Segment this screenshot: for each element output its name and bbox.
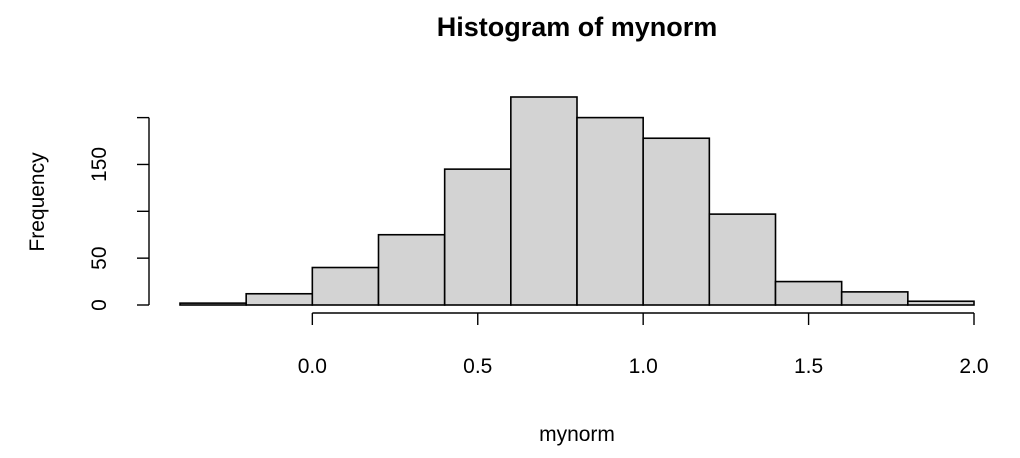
x-axis: 0.0 0.5 1.0 1.5 2.0 <box>298 312 989 378</box>
histogram-bar <box>443 168 512 306</box>
histogram-bar <box>907 300 975 306</box>
histogram-bar <box>774 280 843 306</box>
histogram-bar <box>642 137 711 306</box>
x-axis-label: mynorm <box>539 423 615 446</box>
x-tick-label: 0.5 <box>463 355 492 378</box>
chart-title: Histogram of mynorm <box>437 12 718 42</box>
y-tick-label: 0 <box>88 299 111 311</box>
histogram-bar <box>245 292 314 306</box>
x-tick-label: 1.5 <box>794 355 823 378</box>
histogram-bar <box>576 116 644 306</box>
x-tick-label: 1.0 <box>629 355 658 378</box>
histogram-bar <box>708 213 777 306</box>
y-tick-label: 50 <box>88 246 111 269</box>
x-tick-label: 2.0 <box>959 355 988 378</box>
histogram-bar <box>377 233 446 306</box>
histogram-bar <box>510 96 578 306</box>
histogram-bar <box>179 302 247 306</box>
y-axis-label: Frequency <box>26 152 49 252</box>
histogram-bar <box>840 291 909 306</box>
histogram-bar <box>311 266 380 306</box>
y-axis: 0 50 150 <box>88 116 150 311</box>
bars-group <box>179 96 975 306</box>
y-tick-label: 150 <box>88 147 111 182</box>
x-tick-label: 0.0 <box>298 355 327 378</box>
